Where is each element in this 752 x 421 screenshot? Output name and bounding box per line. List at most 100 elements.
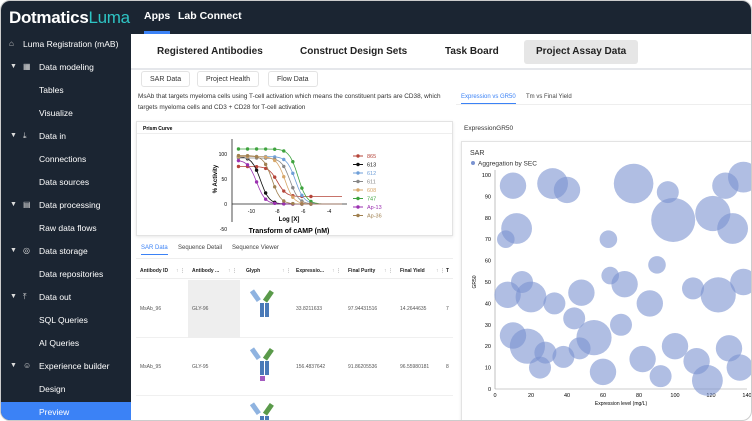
data-point: [273, 175, 277, 179]
x-tick-label: 40: [564, 393, 570, 399]
smiley-icon: ☺: [23, 361, 32, 370]
x-tick-label: 0: [493, 393, 496, 399]
x-tick-label: 120: [706, 393, 715, 399]
column-header[interactable]: Final Purity: [348, 268, 376, 274]
sidebar-item-sql-queries[interactable]: SQL Queries: [1, 310, 131, 330]
sar-data-button[interactable]: SAR Data: [141, 71, 191, 87]
sidebar-item-connections[interactable]: Connections: [1, 149, 131, 169]
data-point: [273, 185, 277, 189]
nav-lab-connect[interactable]: Lab Connect: [178, 10, 242, 22]
legend-marker: [356, 162, 360, 167]
x-tick-label: 140: [742, 393, 751, 399]
tab-expression-vs-gr50[interactable]: Expression vs GR50: [461, 94, 516, 104]
bubble: [552, 345, 575, 368]
table-row[interactable]: MsAb_95 GLY-95 156.4837642 91.86205536 96.55…: [136, 338, 453, 396]
data-point: [254, 155, 259, 159]
data-point: [309, 199, 313, 204]
column-header[interactable]: T: [446, 268, 450, 274]
sidebar-item-raw-data-flows[interactable]: Raw data flows: [1, 218, 131, 238]
tab-sar-data[interactable]: SAR Data: [141, 245, 168, 255]
tab-tm-vs-final-yield[interactable]: Tm vs Final Yield: [526, 94, 572, 100]
sidebar-item-preview[interactable]: Preview: [1, 402, 131, 420]
column-header[interactable]: Antibody ID: [140, 268, 169, 274]
data-point: [254, 180, 259, 184]
tab-sequence-viewer[interactable]: Sequence Viewer: [232, 245, 279, 251]
data-point: [282, 199, 286, 203]
sar-table: Antibody ID ↑ ⋮ Antibody ... ↑ ⋮ Glyph ↑ ⋮ Exp…: [136, 263, 453, 420]
chevron-down-icon[interactable]: ▼: [10, 132, 17, 139]
home-icon: ⌂: [9, 39, 14, 48]
data-point: [300, 186, 304, 190]
bubble-chart-card: SAR Aggregation by SEC 0 10 20 30 40 50 60 70 80 90…: [461, 141, 751, 420]
logo[interactable]: DotmaticsLuma: [9, 8, 130, 28]
legend-label: Ap-36: [367, 214, 382, 220]
tab-task-board[interactable]: Task Board: [445, 46, 499, 57]
column-header[interactable]: Expressio...: [296, 268, 325, 274]
flow-data-button[interactable]: Flow Data: [268, 71, 318, 87]
sidebar-item-data-processing[interactable]: ▼ ▤ Data processing: [1, 195, 131, 215]
tab-project-assay-data[interactable]: Project Assay Data: [524, 40, 639, 64]
sidebar-item-data-storage[interactable]: ▼ ◎ Data storage: [1, 241, 131, 261]
sort-icon[interactable]: ↑ ⋮: [176, 268, 185, 274]
chevron-down-icon[interactable]: ▼: [10, 201, 17, 208]
sidebar-item-data-repositories[interactable]: Data repositories: [1, 264, 131, 284]
sidebar-item-experience-builder[interactable]: ▼ ☺ Experience builder: [1, 356, 131, 376]
bubble: [700, 277, 736, 313]
data-point: [282, 189, 286, 193]
sidebar-item-design[interactable]: Design: [1, 379, 131, 399]
sort-icon[interactable]: ↑ ⋮: [282, 268, 291, 274]
sort-icon[interactable]: ↑ ⋮: [332, 268, 341, 274]
table-row[interactable]: MsAb_96 GLY-96 33.8211633 97.94431516 14.264…: [136, 280, 453, 338]
sidebar-item-tables[interactable]: Tables: [1, 80, 131, 100]
chevron-down-icon[interactable]: ▼: [10, 63, 17, 70]
sidebar-item-visualize[interactable]: Visualize: [1, 103, 131, 123]
bubble: [553, 176, 581, 204]
sidebar-item-ai-queries[interactable]: AI Queries: [1, 333, 131, 353]
sidebar-item-data-sources[interactable]: Data sources: [1, 172, 131, 192]
project-health-button[interactable]: Project Health: [197, 71, 259, 87]
chevron-down-icon[interactable]: ▼: [10, 247, 17, 254]
legend-marker: [356, 154, 360, 158]
selected-cell[interactable]: [188, 280, 240, 338]
logo-product: Luma: [88, 8, 131, 27]
legend-marker: [356, 196, 360, 201]
sort-icon[interactable]: ↑ ⋮: [384, 268, 393, 274]
antibody-glyph-icon: [250, 289, 274, 317]
sidebar-item-label: Data sources: [39, 177, 90, 187]
legend-label: 865: [367, 154, 376, 160]
tab-registered-antibodies[interactable]: Registered Antibodies: [157, 46, 263, 57]
tab-construct-design-sets[interactable]: Construct Design Sets: [300, 46, 408, 57]
chevron-down-icon[interactable]: ▼: [10, 293, 17, 300]
sidebar-item-label: Design: [39, 384, 66, 394]
y-tick-label: 70: [485, 237, 491, 243]
column-header[interactable]: Final Yield: [400, 268, 425, 274]
data-point: [245, 147, 250, 151]
antibody-glyph-icon: [250, 402, 274, 420]
column-header[interactable]: Glyph: [246, 268, 261, 274]
bubble: [656, 181, 679, 204]
bubble: [682, 277, 704, 300]
table-cell: 33.8211633: [296, 306, 323, 312]
sidebar-item-label: Connections: [39, 154, 87, 164]
download-icon: ⤓: [23, 131, 27, 140]
table-row[interactable]: [136, 396, 453, 420]
sidebar-item-label: Data in: [39, 131, 66, 141]
sort-icon[interactable]: ↑ ⋮: [436, 268, 445, 274]
sidebar-item-data-modeling[interactable]: ▼ ▦ Data modeling: [1, 57, 131, 77]
tab-sequence-detail[interactable]: Sequence Detail: [178, 245, 223, 251]
table-cell: 91.86205536: [348, 364, 378, 370]
data-point: [236, 158, 241, 163]
bubble: [649, 365, 672, 388]
table-cell: 156.4837642: [296, 364, 326, 370]
chart-footer: Transform of cAMP (nM): [249, 228, 330, 235]
sidebar-item-data-out[interactable]: ▼ ⤒ Data out: [1, 287, 131, 307]
sidebar-item-luma-registration-mab[interactable]: ⌂ Luma Registration (mAB): [1, 34, 131, 54]
column-header[interactable]: Antibody ...: [192, 268, 220, 274]
chevron-down-icon[interactable]: ▼: [10, 362, 17, 369]
sort-icon[interactable]: ↑ ⋮: [228, 268, 237, 274]
sidebar-item-data-in[interactable]: ▼ ⤓ Data in: [1, 126, 131, 146]
nav-apps[interactable]: Apps: [144, 10, 171, 34]
data-point: [263, 155, 268, 159]
sidebar: ⌂ Luma Registration (mAB) ▼ ▦ Data modeling T…: [1, 34, 131, 420]
legend-marker: [356, 213, 360, 218]
